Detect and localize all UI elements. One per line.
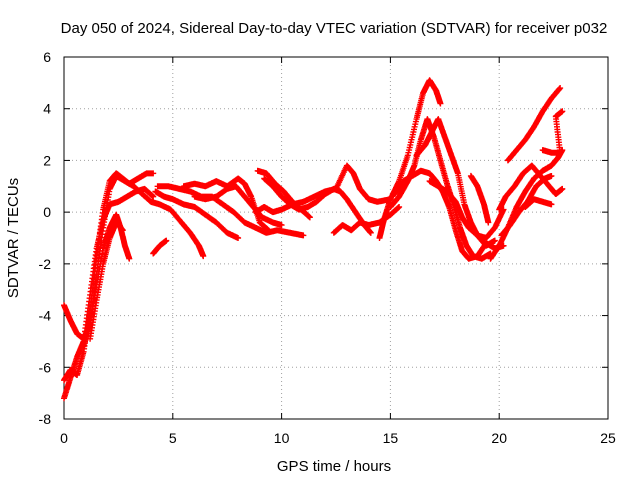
series-sat-y — [522, 196, 555, 210]
x-tick-label: 5 — [169, 430, 177, 446]
chart-title: Day 050 of 2024, Sidereal Day-to-day VTE… — [61, 20, 608, 37]
data-point-markers — [254, 167, 313, 221]
data-point-markers — [152, 188, 242, 241]
series-sat-e — [87, 219, 126, 342]
x-tick-label: 15 — [383, 430, 399, 446]
series-sat-s — [426, 178, 507, 241]
data-point-markers — [180, 175, 272, 234]
grid-lines — [64, 57, 608, 419]
data-point-markers — [61, 185, 157, 402]
y-tick-label: -6 — [39, 359, 52, 375]
data-point-markers — [150, 237, 170, 257]
y-tick-label: 6 — [43, 49, 51, 65]
data-point-markers — [376, 77, 444, 241]
data-point-markers — [61, 172, 207, 342]
series-sat-t — [467, 172, 492, 226]
data-point-markers — [80, 211, 133, 350]
y-axis-title: SDTVAR / TECUs — [5, 178, 22, 298]
y-tick-label: 2 — [43, 152, 51, 168]
data-marks — [61, 77, 566, 402]
series-sat-z — [539, 108, 566, 156]
series-sat-c — [61, 185, 157, 402]
data-point-markers — [539, 108, 566, 156]
series-sat-j — [180, 175, 272, 234]
y-tick-label: -8 — [39, 411, 52, 427]
series-sat-l — [254, 167, 313, 221]
series-sat-a — [61, 172, 207, 342]
data-point-markers — [522, 196, 555, 210]
x-tick-label: 10 — [274, 430, 290, 446]
y-tick-label: 4 — [43, 101, 51, 117]
data-point-markers — [87, 219, 126, 342]
y-tick-label: -2 — [39, 256, 52, 272]
series-sat-w — [504, 85, 564, 164]
data-point-markers — [191, 183, 285, 229]
data-point-markers — [504, 85, 564, 164]
x-axis-title: GPS time / hours — [277, 458, 391, 475]
y-tick-label: -4 — [39, 308, 52, 324]
series-sat-f — [150, 237, 170, 257]
x-tick-label: 25 — [600, 430, 616, 446]
x-tick-label: 0 — [60, 430, 68, 446]
series-sat-g — [152, 188, 242, 241]
series-sat-i — [191, 183, 285, 229]
series-sat-d — [80, 211, 133, 350]
plot-frame — [63, 56, 609, 420]
y-tick-label: 0 — [43, 204, 51, 220]
axis-ticks: 0 5 10 15 20 25 -8 -6 -4 -2 0 2 4 6 — [39, 49, 616, 446]
series-sat-o — [376, 77, 444, 241]
data-point-markers — [467, 172, 492, 226]
data-point-markers — [426, 178, 507, 241]
x-tick-label: 20 — [491, 430, 507, 446]
